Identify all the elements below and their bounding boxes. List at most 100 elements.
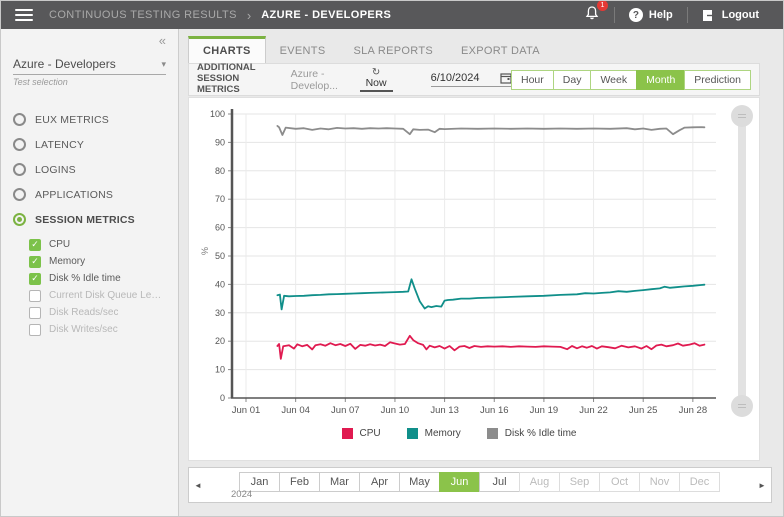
sidebar-collapse-icon[interactable]: « [158,33,166,48]
metric-disk-queue[interactable]: Current Disk Queue Leng... [29,287,166,304]
test-selection-dropdown[interactable]: Azure - Developers ▾ [13,57,166,75]
bell-icon [585,5,599,19]
next-year-button[interactable]: ► [758,480,766,490]
tab-export-data[interactable]: EXPORT DATA [460,45,540,57]
date-value: 6/10/2024 [430,72,480,84]
sidebar-item-latency[interactable]: LATENCY [13,132,166,157]
svg-text:Jun 16: Jun 16 [480,405,509,416]
svg-text:Jun 04: Jun 04 [281,405,310,416]
svg-text:Jun 25: Jun 25 [629,405,658,416]
refresh-icon: ↻ [371,66,381,78]
month-jul-button[interactable]: Jul [479,472,520,492]
sidebar-item-session-metrics[interactable]: SESSION METRICS [13,207,166,232]
sidebar-item-logins[interactable]: LOGINS [13,157,166,182]
radio-icon [13,113,26,126]
chart-legend: CPU Memory Disk % Idle time [189,428,729,439]
refresh-now-button[interactable]: ↻ Now [359,66,393,92]
checkbox-unchecked-icon [29,289,41,302]
test-selection-caption: Test selection [13,77,68,87]
sidebar: « Azure - Developers ▾ Test selection EU… [1,29,179,516]
tab-sla-reports[interactable]: SLA REPORTS [353,45,433,57]
month-selector: ◄ Jan Feb Mar Apr May Jun Jul Aug Sep Oc… [188,467,772,503]
month-jan-button[interactable]: Jan [239,472,280,492]
month-nov-button: Nov [639,472,680,492]
sidebar-item-eux-metrics[interactable]: EUX METRICS [13,107,166,132]
legend-item-cpu: CPU [341,428,381,439]
metric-disk-idle[interactable]: ✓ Disk % Idle time [29,270,166,287]
previous-year-button[interactable]: ◄ [194,480,202,490]
checkbox-unchecked-icon [29,323,41,336]
svg-text:Jun 19: Jun 19 [530,405,559,416]
range-day-button[interactable]: Day [552,69,592,90]
metric-cpu[interactable]: ✓ CPU [29,236,166,253]
memory-swatch [406,428,418,439]
svg-text:20: 20 [215,336,225,346]
logout-button[interactable]: Logout [688,9,773,22]
y-axis-label: % [200,246,211,256]
tab-bar: CHARTS EVENTS SLA REPORTS EXPORT DATA [180,29,783,63]
breadcrumb-current: AZURE - DEVELOPERS [261,9,392,21]
svg-text:Jun 13: Jun 13 [430,405,459,416]
help-button[interactable]: ? Help [615,8,687,22]
range-month-button[interactable]: Month [636,69,686,90]
tab-charts[interactable]: CHARTS [188,36,266,63]
svg-text:40: 40 [215,279,225,289]
month-jun-button[interactable]: Jun [439,472,480,492]
topbar-actions: 1 ? Help Logout [570,1,773,26]
metric-memory[interactable]: ✓ Memory [29,253,166,270]
menu-icon[interactable] [15,9,33,21]
logout-icon [702,9,716,21]
svg-text:70: 70 [215,194,225,204]
checkbox-checked-icon: ✓ [29,272,41,285]
help-icon: ? [628,8,643,22]
month-mar-button[interactable]: Mar [319,472,360,492]
metric-disk-writes[interactable]: Disk Writes/sec [29,321,166,338]
range-hour-button[interactable]: Hour [511,69,554,90]
breadcrumb-root[interactable]: CONTINUOUS TESTING RESULTS [49,9,237,21]
month-oct-button: Oct [599,472,640,492]
svg-text:Jun 01: Jun 01 [232,405,261,416]
slider-handle-top[interactable] [731,105,753,127]
disk-swatch [486,428,498,439]
month-aug-button: Aug [519,472,560,492]
svg-text:80: 80 [215,166,225,176]
year-label: 2024 [231,489,253,500]
sidebar-item-applications[interactable]: APPLICATIONS [13,182,166,207]
svg-text:100: 100 [210,109,225,119]
radio-icon [13,163,26,176]
context-label: Azure - Develop... [290,67,338,92]
help-label: Help [648,9,673,21]
breadcrumb-separator-icon: › [246,7,252,23]
month-apr-button[interactable]: Apr [359,472,400,492]
svg-text:90: 90 [215,137,225,147]
svg-text:Jun 22: Jun 22 [579,405,608,416]
chart-panel: % 0 10 20 30 40 50 60 70 80 90 100 Jun 01 Jun 04 Jun … [188,97,760,461]
legend-item-disk: Disk % Idle time [486,428,576,439]
refresh-label: Now [365,76,387,89]
notification-badge: 1 [596,1,608,11]
legend-item-memory: Memory [406,428,461,439]
logout-label: Logout [721,9,759,21]
radio-icon [13,138,26,151]
month-dec-button: Dec [679,472,720,492]
month-may-button[interactable]: May [399,472,440,492]
range-prediction-button[interactable]: Prediction [684,69,751,90]
month-feb-button[interactable]: Feb [279,472,320,492]
date-input[interactable]: 6/10/2024 [430,72,512,87]
radio-icon [13,188,26,201]
range-week-button[interactable]: Week [590,69,638,90]
svg-text:0: 0 [220,393,225,403]
category-list: EUX METRICS LATENCY LOGINS APPLICATIONS … [13,107,166,338]
radio-selected-icon [13,213,26,226]
notifications-button[interactable]: 1 [570,1,614,26]
divider [686,7,688,23]
main-content: CHARTS EVENTS SLA REPORTS EXPORT DATA AD… [180,29,783,516]
svg-text:Jun 07: Jun 07 [331,405,360,416]
slider-handle-bottom[interactable] [731,395,753,417]
tab-events[interactable]: EVENTS [279,45,326,57]
metric-disk-reads[interactable]: Disk Reads/sec [29,304,166,321]
svg-text:60: 60 [215,223,225,233]
svg-text:30: 30 [215,308,225,318]
cpu-swatch [341,428,353,439]
chart-toolbar: ADDITIONAL SESSION METRICS Azure - Devel… [188,62,760,96]
